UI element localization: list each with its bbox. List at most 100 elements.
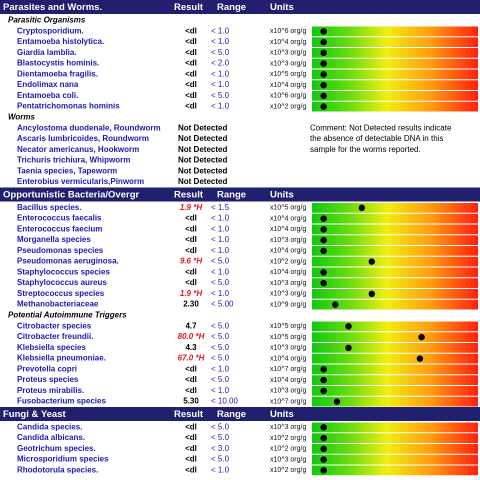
- result: <dl: [185, 59, 197, 68]
- result: <dl: [185, 455, 197, 464]
- gauge-marker: [320, 279, 327, 287]
- gauge-marker: [320, 269, 327, 276]
- result: <dl: [185, 465, 197, 474]
- column-header: Range: [217, 409, 246, 420]
- gauge-marker: [320, 445, 327, 453]
- range: < 2.0: [211, 59, 230, 68]
- column-header: Units: [270, 190, 294, 201]
- units: x10^2 org/g: [270, 467, 306, 474]
- result: <dl: [185, 375, 197, 384]
- organism-name: Entamoeba histolytica.: [17, 37, 104, 46]
- gauge: [312, 353, 478, 364]
- gauge-marker: [320, 424, 327, 431]
- organism-name: Morganella species: [17, 235, 91, 244]
- range: < 5.0: [211, 375, 230, 384]
- units: x10^2 org/g: [270, 103, 306, 110]
- gauge-marker: [332, 301, 339, 308]
- range: < 5.0: [211, 48, 230, 57]
- units: x10^3 org/g: [270, 456, 306, 463]
- units: x10^2 org/g: [270, 446, 306, 453]
- gauge-marker: [368, 258, 375, 265]
- organism-name: Staphylococcus aureus: [17, 278, 107, 287]
- range: < 5.00: [211, 300, 234, 309]
- gauge: [312, 58, 478, 69]
- gauge-marker: [320, 387, 327, 395]
- gauge: [312, 213, 478, 224]
- column-header: Result: [174, 2, 204, 13]
- units: x10^3 org/g: [270, 60, 306, 67]
- organism-name: Endolimax nana: [17, 80, 79, 89]
- gauge-marker: [320, 376, 327, 384]
- range: < 1.0: [211, 69, 230, 78]
- gauge: [312, 69, 478, 80]
- gauge: [312, 375, 478, 385]
- range: < 1.0: [211, 235, 230, 244]
- result: Not Detected: [178, 134, 227, 143]
- range: < 1.0: [211, 37, 230, 46]
- range: < 5.0: [211, 257, 230, 266]
- range: < 1.0: [211, 364, 230, 373]
- group-title: Potential Autoimmune Triggers: [8, 311, 127, 320]
- organism-name: Pseudomonas species: [17, 246, 104, 255]
- gauge: [312, 444, 478, 454]
- group-title: Parasitic Organisms: [8, 16, 86, 25]
- units: x10^3 org/g: [270, 424, 306, 431]
- organism-name: Enterobius vermicularis,Pinworm: [17, 177, 144, 186]
- range: < 1.0: [211, 26, 230, 35]
- gauge-marker: [320, 28, 327, 35]
- section-header: [0, 407, 480, 421]
- result: Not Detected: [178, 156, 227, 165]
- section-title: Parasites and Worms.: [3, 2, 102, 13]
- result: Not Detected: [178, 177, 227, 186]
- gauge: [312, 332, 478, 342]
- gauge-marker: [333, 398, 341, 405]
- organism-name: Citrobacter freundii.: [17, 332, 93, 341]
- section-header: [0, 0, 480, 14]
- result: 1.9 *H: [180, 203, 202, 212]
- gauge-marker: [345, 344, 352, 352]
- gauge: [312, 321, 478, 332]
- organism-name: Candida albicans.: [17, 433, 85, 442]
- gauge: [312, 267, 478, 278]
- range: < 1.0: [211, 289, 230, 298]
- organism-name: Microsporidium species: [17, 455, 109, 464]
- organism-name: Trichuris trichiura, Whipworm: [17, 156, 130, 165]
- gauge: [312, 256, 478, 267]
- result: <dl: [185, 37, 197, 46]
- result: <dl: [185, 278, 197, 287]
- gauge: [312, 101, 478, 112]
- result: <dl: [185, 214, 197, 223]
- result: <dl: [185, 91, 197, 100]
- organism-name: Staphylococcus species: [17, 267, 110, 276]
- units: x10^4 org/g: [270, 377, 306, 384]
- units: x10^3 org/g: [270, 280, 306, 287]
- gauge-marker: [320, 38, 327, 46]
- result: <dl: [185, 444, 197, 453]
- range: < 3.0: [211, 444, 230, 453]
- units: x10^4 org/g: [270, 39, 306, 46]
- organism-name: Klebsiella pneumoniae.: [17, 354, 106, 363]
- result: <dl: [185, 102, 197, 111]
- gauge: [312, 289, 478, 299]
- organism-name: Proteus species: [17, 375, 79, 384]
- range: < 5.0: [211, 343, 230, 352]
- units: x10^4 org/g: [270, 269, 306, 276]
- gauge: [312, 37, 478, 47]
- organism-name: Citrobacter species: [17, 321, 92, 330]
- units: x10^9 org/g: [270, 301, 306, 308]
- gauge-marker: [320, 467, 327, 474]
- column-header: Units: [270, 2, 294, 13]
- units: x10^4 org/g: [270, 355, 306, 362]
- gauge-marker: [418, 333, 425, 341]
- range: < 1.0: [211, 386, 230, 395]
- range: < 10.00: [211, 397, 238, 406]
- result: <dl: [185, 364, 197, 373]
- organism-name: Entamoeba coli.: [17, 91, 78, 100]
- units: x10^2 org/g: [270, 435, 306, 442]
- result: <dl: [185, 48, 197, 57]
- result: <dl: [185, 267, 197, 276]
- gauge-marker: [320, 226, 327, 233]
- units: x10^3 org/g: [270, 237, 306, 244]
- organism-name: Geotrichum species.: [17, 444, 96, 453]
